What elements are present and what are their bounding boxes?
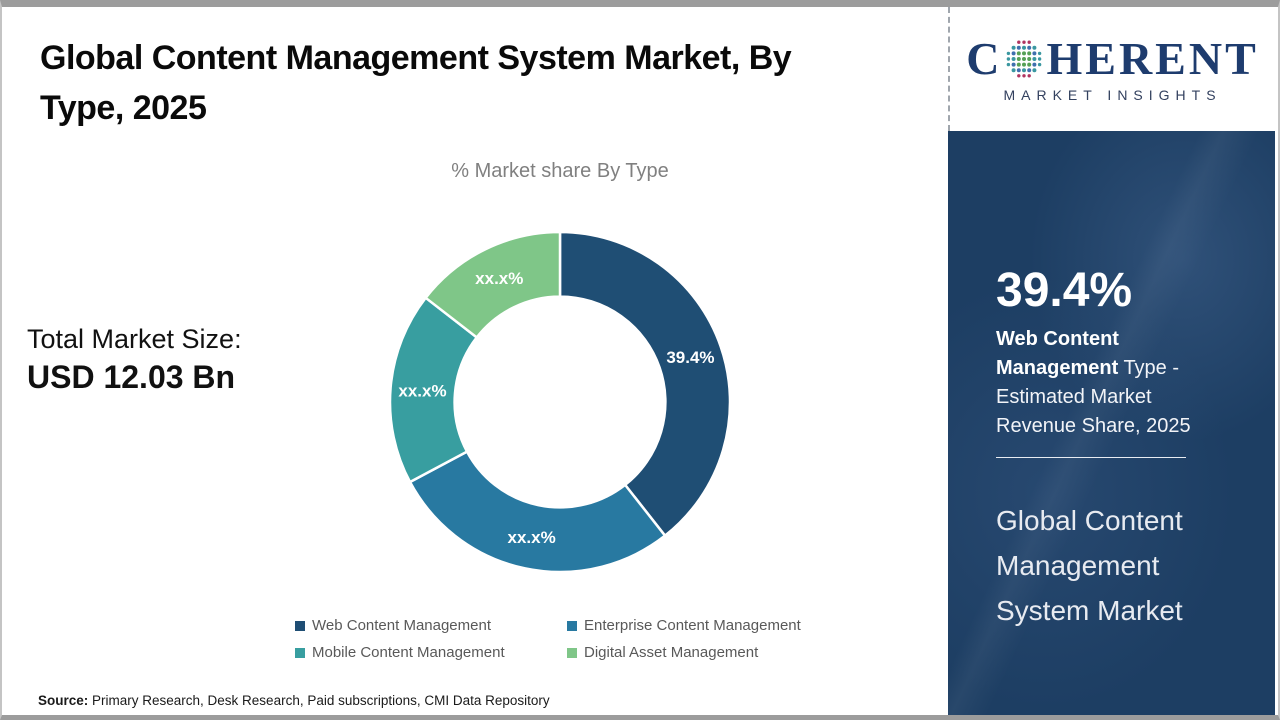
slice-label: xx.x%: [475, 269, 523, 288]
donut-chart-svg: 39.4% xx.x% xx.x% xx.x%: [388, 230, 732, 574]
sidebar-stat-value: 39.4%: [996, 264, 1133, 317]
total-market-block: Total Market Size: USD 12.03 Bn: [27, 321, 242, 397]
slice-label: xx.x%: [398, 381, 446, 400]
page-title-line1: Global Content Management System Market,…: [40, 39, 792, 77]
total-market-label: Total Market Size:: [27, 324, 242, 354]
legend-item-digital-asset-management: Digital Asset Management: [567, 644, 801, 661]
chart-legend: Web Content Management Enterprise Content…: [295, 617, 801, 661]
slice-label: xx.x%: [507, 528, 555, 547]
sidebar-stat-bold: Web Content Management: [996, 328, 1119, 379]
sidebar-panel: 39.4% Web Content Management Type - Esti…: [948, 131, 1275, 715]
sidebar-stat-rest: Type - Estimated Market Revenue Share, 2…: [996, 357, 1191, 437]
donut-slice-digital-asset-management: [424, 230, 562, 339]
source-text: Primary Research, Desk Research, Paid su…: [88, 693, 550, 708]
donut-slice-enterprise-content-management: [408, 450, 667, 574]
brand-logo: C HERENT MARKET INSIGHTS: [948, 7, 1275, 131]
legend-label: Enterprise Content Management: [584, 617, 801, 634]
legend-item-web-content-management: Web Content Management: [295, 617, 567, 634]
donut-slice-web-content-management: [558, 230, 732, 537]
legend-label: Web Content Management: [312, 617, 491, 634]
sidebar: C HERENT MARKET INSIGHTS 39.4% Web Conte…: [948, 7, 1275, 715]
legend-swatch: [295, 620, 305, 631]
globe-dots-icon: [1007, 40, 1042, 77]
logo-row: C HERENT: [966, 32, 1259, 84]
sidebar-panel-content: 39.4% Web Content Management Type - Esti…: [996, 265, 1251, 633]
legend-item-mobile-content-management: Mobile Content Management: [295, 644, 567, 661]
source-label: Source:: [38, 693, 89, 708]
logo-tagline: MARKET INSIGHTS: [1003, 86, 1222, 103]
sidebar-market-title: Global Content Management System Market: [996, 505, 1183, 626]
total-market-value: USD 12.03 Bn: [27, 359, 236, 395]
legend-swatch: [295, 647, 305, 658]
logo-letter-c: C: [966, 32, 1003, 84]
legend-label: Digital Asset Management: [584, 644, 759, 661]
logo-word-rest: HERENT: [1046, 32, 1259, 84]
sidebar-stat-description: Web Content Management Type - Estimated …: [996, 325, 1214, 441]
sidebar-divider: [996, 457, 1186, 458]
chart-subtitle: % Market share By Type: [451, 160, 669, 182]
legend-label: Mobile Content Management: [312, 644, 505, 661]
donut-chart: 39.4% xx.x% xx.x% xx.x%: [380, 222, 740, 582]
page-title-line2: Type, 2025: [40, 89, 207, 127]
page-title: Global Content Management System Market,…: [40, 33, 930, 133]
source-note: Source: Primary Research, Desk Research,…: [38, 693, 550, 708]
legend-item-enterprise-content-management: Enterprise Content Management: [567, 617, 801, 634]
slice-label: 39.4%: [666, 348, 714, 367]
legend-swatch: [567, 620, 577, 631]
legend-swatch: [567, 647, 577, 658]
